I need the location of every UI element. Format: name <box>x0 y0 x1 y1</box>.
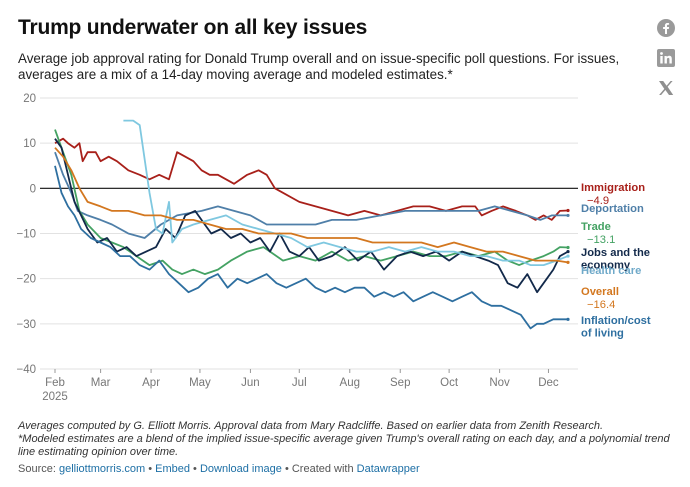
sep-1: • <box>145 463 156 475</box>
series-line-inflation-cost-of-living <box>54 165 568 330</box>
x-tick-label: Jul <box>292 377 307 389</box>
note-data-credit: Averages computed by G. Elliott Morris. … <box>18 420 604 432</box>
label-trade: Trade <box>581 221 611 233</box>
label-immigration: Immigration <box>581 182 645 194</box>
y-tick-label: −20 <box>16 274 36 286</box>
chart-subtitle: Average job approval rating for Donald T… <box>18 51 620 82</box>
series-line-deportation <box>54 151 568 239</box>
created-with: Created with <box>291 463 357 475</box>
series-line-immigration <box>54 137 569 221</box>
x-tick-label: Dec <box>538 377 559 389</box>
y-tick-label: 0 <box>30 183 36 195</box>
x-tick-label: Mar <box>91 377 111 389</box>
y-tick-label: −10 <box>16 229 36 241</box>
sep-3: • <box>281 463 292 475</box>
note-modeled-estimates: *Modeled estimates are a blend of the im… <box>18 432 670 458</box>
label-jobs-line1: Jobs and the <box>581 247 650 259</box>
series-line-overall <box>54 147 569 264</box>
series-end-health-care <box>566 254 570 258</box>
value-trade: −13.1 <box>587 234 615 246</box>
x-tick-label: Apr <box>142 377 160 389</box>
y-tick-label: −30 <box>16 319 36 331</box>
series-end-overall <box>566 260 570 265</box>
label-jobs-line2: economy <box>581 260 631 272</box>
y-tick-label: 10 <box>23 138 36 150</box>
y-tick-label: 20 <box>23 93 36 105</box>
source-prefix: Source: <box>18 463 59 475</box>
datawrapper-link[interactable]: Datawrapper <box>356 463 420 475</box>
footer: Source: gelliottmorris.com • Embed • Dow… <box>18 463 420 475</box>
series-end-trade <box>566 245 570 250</box>
series-end-immigration <box>566 208 570 213</box>
x-tick-label: Aug <box>340 377 360 389</box>
value-overall: −16.4 <box>587 299 615 311</box>
x-icon[interactable] <box>656 78 676 98</box>
label-inflation-line2: of living <box>581 328 624 340</box>
label-overall: Overall <box>581 286 619 298</box>
sep-2: • <box>189 463 200 475</box>
y-tick-label: −40 <box>16 364 36 376</box>
chart-notes: Averages computed by G. Elliott Morris. … <box>18 420 678 458</box>
x-year-label: 2025 <box>42 391 68 403</box>
series-line-trade <box>54 129 569 275</box>
x-tick-label: May <box>189 377 211 389</box>
label-inflation-line1: Inflation/cost <box>581 315 651 327</box>
label-inflation: Inflation/cost of living <box>581 315 654 340</box>
x-tick-label: Feb <box>45 377 65 389</box>
label-jobs: Jobs and the economy <box>581 247 653 272</box>
linkedin-icon[interactable] <box>656 48 676 68</box>
series-line-jobs-and-the-economy <box>54 138 569 294</box>
embed-link[interactable]: Embed <box>155 463 190 475</box>
label-health-care: Health care <box>581 265 641 277</box>
series-end-inflation-cost-of-living <box>566 317 570 321</box>
x-tick-label: Sep <box>390 377 410 389</box>
label-deportation: Deportation <box>581 203 644 215</box>
series-line-health-care <box>123 119 569 266</box>
facebook-icon[interactable] <box>656 18 676 38</box>
value-immigration: −4.9 <box>587 195 609 207</box>
chart-title: Trump underwater on all key issues <box>18 16 368 39</box>
series-end-jobs-and-the-economy <box>566 249 570 254</box>
x-tick-label: Oct <box>440 377 459 389</box>
x-tick-label: Nov <box>489 377 510 389</box>
source-link[interactable]: gelliottmorris.com <box>58 463 146 475</box>
series-end-deportation <box>566 213 570 218</box>
x-tick-label: Jun <box>241 377 260 389</box>
download-image-link[interactable]: Download image <box>199 463 282 475</box>
